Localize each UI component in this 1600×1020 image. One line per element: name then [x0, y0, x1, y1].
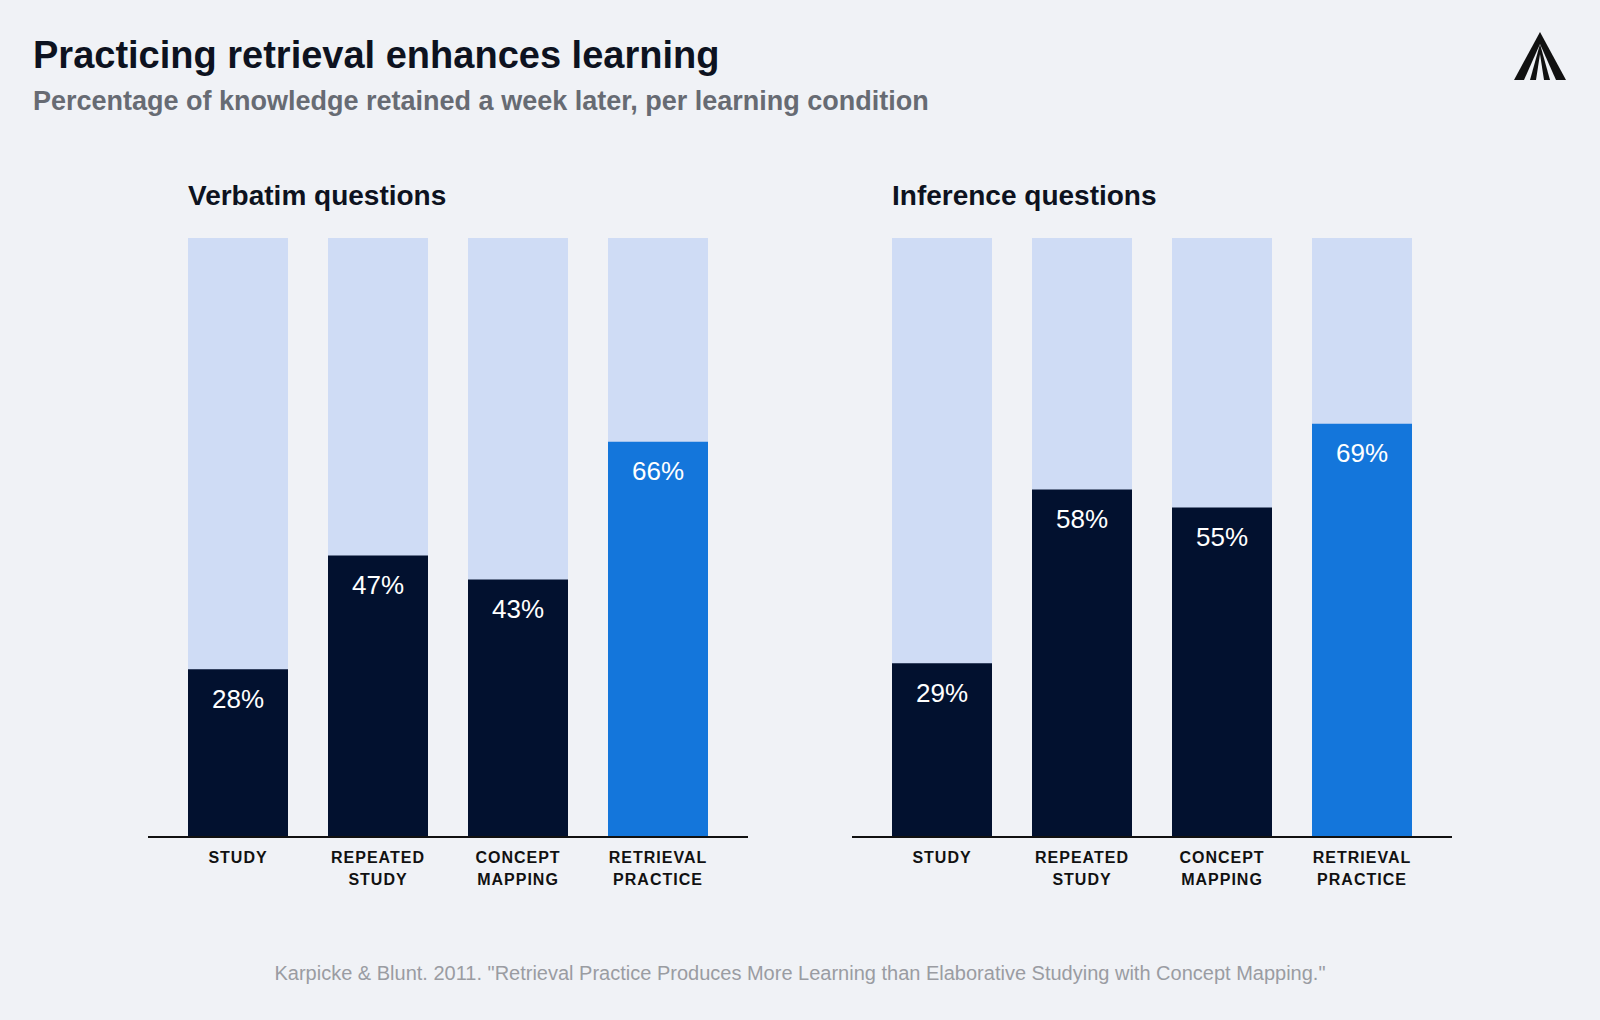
html-text:Verbatim questions: Verbatim questions [188, 180, 447, 211]
html-text:Inference questions: Inference questions [892, 180, 1157, 211]
svg-text:58%: 58% [1056, 504, 1108, 534]
svg-text:REPEATEDSTUDY: REPEATEDSTUDY [331, 849, 425, 888]
svg-text:69%: 69% [1336, 438, 1388, 468]
svg-text:RETRIEVALPRACTICE: RETRIEVALPRACTICE [1313, 849, 1411, 888]
svg-text:47%: 47% [352, 570, 404, 600]
svg-text:RETRIEVALPRACTICE: RETRIEVALPRACTICE [609, 849, 707, 888]
svg-text:STUDY: STUDY [208, 849, 267, 866]
svg-text:28%: 28% [212, 684, 264, 714]
svg-text:REPEATEDSTUDY: REPEATEDSTUDY [1035, 849, 1129, 888]
html-text:Practicing retrieval enhances: Practicing retrieval enhances learning [33, 34, 720, 76]
svg-text:STUDY: STUDY [912, 849, 971, 866]
svg-text:43%: 43% [492, 594, 544, 624]
svg-text:66%: 66% [632, 456, 684, 486]
svg-text:29%: 29% [916, 678, 968, 708]
svg-text:CONCEPTMAPPING: CONCEPTMAPPING [1179, 849, 1264, 888]
html-text:Karpicke & Blunt. 2011. "Retri: Karpicke & Blunt. 2011. "Retrieval Pract… [274, 962, 1326, 984]
html-text:Percentage of knowledge retain: Percentage of knowledge retained a week … [33, 86, 929, 116]
svg-text:CONCEPTMAPPING: CONCEPTMAPPING [475, 849, 560, 888]
svg-text:55%: 55% [1196, 522, 1248, 552]
